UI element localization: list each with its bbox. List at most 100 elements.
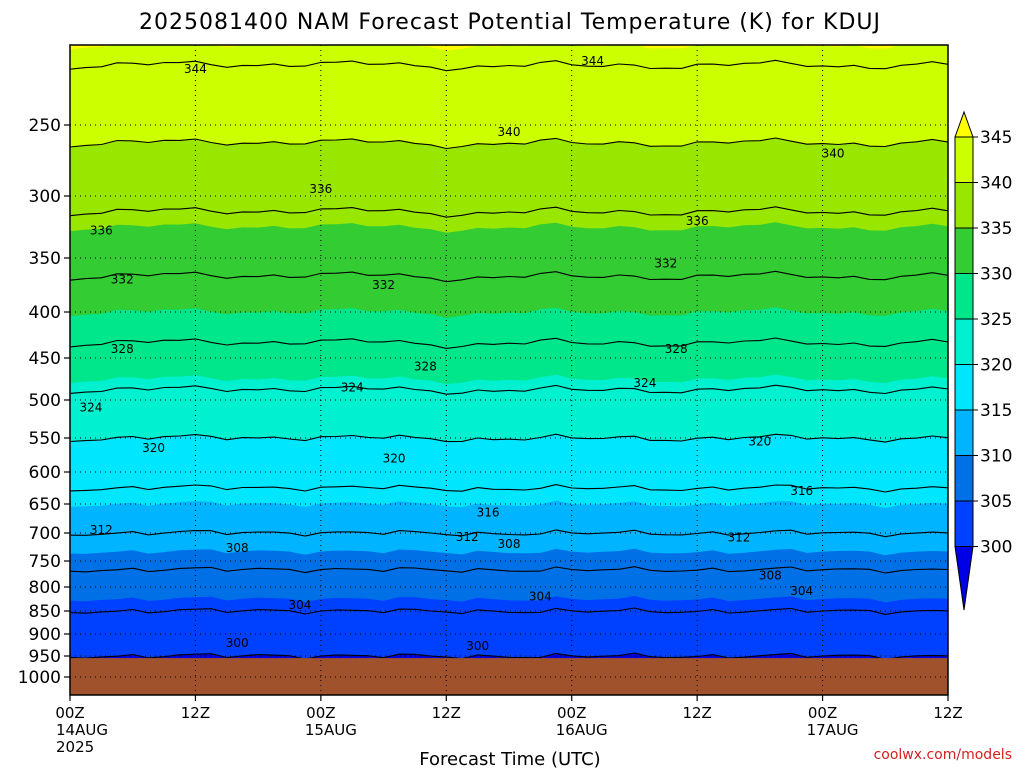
x-tick-label: 12Z	[181, 704, 210, 722]
colorbar-swatch	[954, 273, 974, 320]
y-tick-label: 700	[29, 524, 61, 544]
y-tick-label: 750	[29, 552, 61, 572]
colorbar-label: 325	[980, 310, 1012, 330]
y-tick-label: 600	[29, 463, 61, 483]
theta-contour	[70, 59, 948, 72]
theta-contour	[70, 270, 948, 283]
theta-contour	[70, 607, 948, 615]
colorbar-label: 315	[980, 401, 1012, 421]
y-tick-label: 800	[29, 578, 61, 598]
theta-shading	[70, 45, 948, 695]
contour-label: 312	[90, 523, 113, 537]
contour-label: 336	[686, 214, 709, 228]
colorbar: 345 340 335 330 325 320 315 310 305 300	[954, 110, 1012, 611]
contour-label: 320	[383, 451, 406, 465]
theta-contour	[70, 566, 948, 574]
theta-contour	[70, 484, 948, 493]
colorbar-cap-low	[954, 546, 974, 611]
x-tick-label: 00Z	[55, 704, 84, 722]
contour-label: 316	[790, 484, 813, 498]
colorbar-swatch	[954, 318, 974, 365]
theta-contours	[70, 59, 948, 660]
y-tick-label: 950	[29, 647, 61, 667]
colorbar-swatch	[954, 182, 974, 229]
contour-labels: 344 344 340 340 336 336 336 332 332 332 328 328 328 3…	[79, 54, 845, 653]
contour-label: 308	[226, 541, 249, 555]
colorbar-label: 310	[980, 447, 1012, 467]
colorbar-label: 335	[980, 219, 1012, 239]
contour-label: 304	[790, 584, 813, 598]
terrain-below-ground	[70, 658, 948, 695]
contour-label: 312	[727, 530, 750, 544]
contour-label: 304	[288, 598, 311, 612]
colorbar-label: 305	[980, 492, 1012, 512]
colorbar-swatch	[954, 227, 974, 274]
colorbar-label: 340	[980, 174, 1012, 194]
y-tick-label: 650	[29, 495, 61, 515]
contour-label: 328	[665, 342, 688, 356]
contour-label: 332	[654, 256, 677, 270]
plot-frame	[69, 44, 949, 696]
contour-label: 300	[466, 639, 489, 653]
theta-contour	[70, 384, 948, 395]
theta-contour	[70, 337, 948, 349]
contour-label: 316	[477, 506, 500, 520]
colorbar-cap-high	[954, 110, 974, 138]
y-tick-label: 500	[29, 391, 61, 411]
x-tick-label: 00Z	[557, 704, 586, 722]
theta-contour	[70, 652, 948, 660]
y-tick-label: 300	[29, 187, 61, 207]
x-tick-label: 12Z	[432, 704, 461, 722]
y-tick-label: 1000	[18, 668, 61, 688]
contour-label: 324	[633, 376, 656, 390]
contour-label: 328	[414, 359, 437, 373]
y-tick-label: 550	[29, 429, 61, 449]
contour-label: 308	[498, 537, 521, 551]
colorbar-swatch	[954, 409, 974, 456]
contour-label: 308	[759, 569, 782, 583]
y-tick-label: 350	[29, 249, 61, 269]
colorbar-swatch	[954, 500, 974, 547]
contour-label: 328	[111, 342, 134, 356]
colorbar-label: 300	[980, 538, 1012, 558]
chart-title: 2025081400 NAM Forecast Potential Temper…	[139, 10, 881, 35]
contour-label: 336	[309, 182, 332, 196]
theta-contour	[70, 137, 948, 150]
contour-label: 332	[111, 273, 134, 287]
contour-label: 344	[581, 54, 604, 68]
contour-label: 312	[456, 530, 479, 544]
contour-label: 332	[372, 278, 395, 292]
contour-label: 324	[79, 401, 102, 415]
contour-label: 340	[822, 146, 845, 160]
colorbar-label: 345	[980, 128, 1012, 148]
colorbar-swatch	[954, 455, 974, 502]
colorbar-label: 330	[980, 265, 1012, 285]
contour-label: 320	[142, 441, 165, 455]
x-axis-label: Forecast Time (UTC)	[419, 749, 600, 768]
y-tick-label: 400	[29, 303, 61, 323]
x-tick-label: 12Z	[933, 704, 962, 722]
contour-label: 320	[748, 434, 771, 448]
x-tick-label: 12Z	[682, 704, 711, 722]
x-tick-label: 17AUG	[807, 721, 859, 739]
x-tick-label: 2025	[56, 738, 94, 756]
contour-label: 324	[341, 380, 364, 394]
x-tick-label: 15AUG	[305, 721, 357, 739]
colorbar-label: 320	[980, 356, 1012, 376]
x-tick-label: 16AUG	[556, 721, 608, 739]
credit-text: coolwx.com/models	[874, 747, 1012, 763]
x-tick-label: 14AUG	[56, 721, 108, 739]
theta-contour	[70, 206, 948, 218]
x-tick-label: 00Z	[808, 704, 837, 722]
contour-label: 336	[90, 224, 113, 238]
contour-label: 340	[498, 125, 521, 139]
theta-contour	[70, 529, 948, 538]
colorbar-swatch	[954, 136, 974, 183]
theta-contour	[70, 433, 948, 443]
y-tick-label: 450	[29, 349, 61, 369]
y-axis: 250 300 350 400 450 500 550 600 650 700 750 800 850 9…	[18, 116, 70, 688]
y-tick-label: 900	[29, 625, 61, 645]
y-tick-label: 850	[29, 602, 61, 622]
